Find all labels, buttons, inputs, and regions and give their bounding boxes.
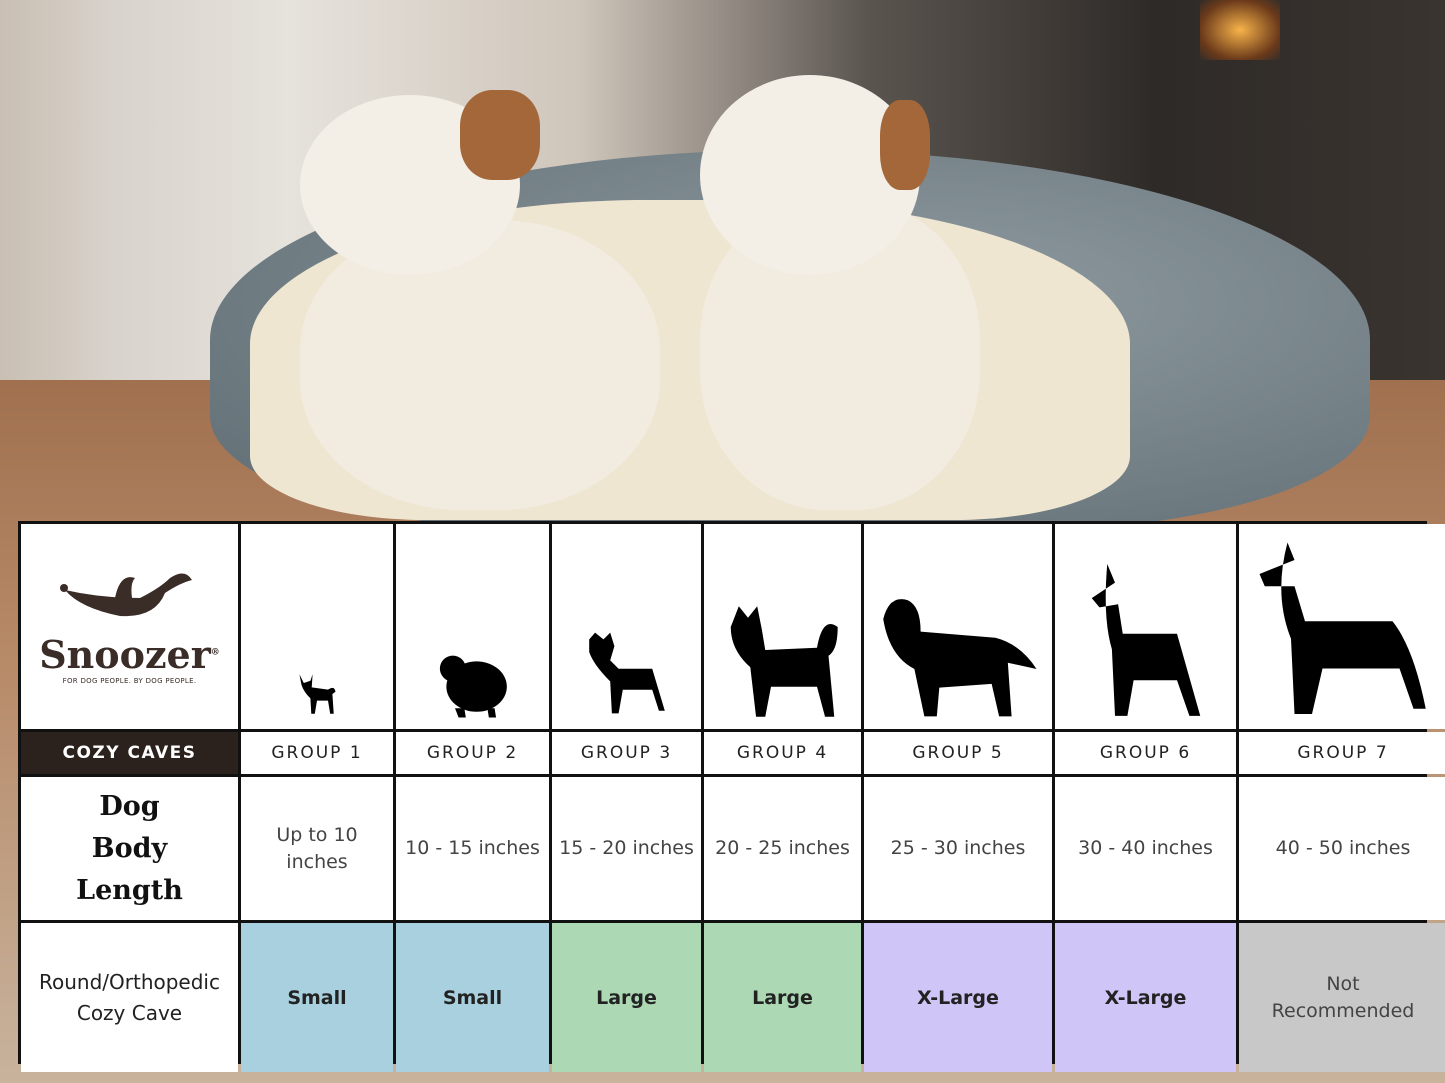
length-cell: 25 - 30 inches [864, 777, 1052, 920]
brand-tagline: FOR DOG PEOPLE. BY DOG PEOPLE. [62, 677, 197, 685]
size-label: X-Large [1104, 986, 1187, 1009]
pomeranian-icon [439, 655, 507, 718]
doberman-icon [1091, 564, 1200, 716]
size-cell: Not Recommended [1239, 923, 1445, 1072]
group-6-dog [1055, 524, 1236, 729]
size-cell: Large [552, 923, 701, 1072]
snoozer-logo: Snoozer® FOR DOG PEOPLE. BY DOG PEOPLE. [21, 524, 238, 729]
group-2-dog [396, 524, 549, 729]
dog-right-ear [880, 100, 930, 190]
size-cell: Small [241, 923, 393, 1072]
length-cell: 30 - 40 inches [1055, 777, 1236, 920]
brand-name: Snoozer [39, 632, 211, 677]
group-4-dog [704, 524, 861, 729]
length-row-header: Dog Body Length [21, 777, 238, 920]
group-label: GROUP 5 [864, 732, 1052, 774]
group-label: GROUP 7 [1239, 732, 1445, 774]
size-cell: X-Large [864, 923, 1052, 1072]
length-cell: 15 - 20 inches [552, 777, 701, 920]
dog-left [300, 220, 660, 510]
group-label: GROUP 4 [704, 732, 861, 774]
registered-mark: ® [210, 647, 220, 658]
size-label: Large [752, 986, 813, 1009]
golden-retriever-icon [883, 599, 1037, 717]
size-label: Not Recommended [1271, 972, 1415, 1022]
group-7-dog [1239, 524, 1445, 729]
size-label: Large [596, 986, 657, 1009]
group-label: GROUP 2 [396, 732, 549, 774]
group-3-dog [552, 524, 701, 729]
size-label: X-Large [917, 986, 999, 1009]
size-cell: X-Large [1055, 923, 1236, 1072]
group-label: GROUP 6 [1055, 732, 1236, 774]
husky-icon [730, 606, 838, 717]
group-label: GROUP 1 [241, 732, 393, 774]
length-cell: 20 - 25 inches [704, 777, 861, 920]
length-cell: Up to 10 inches [241, 777, 393, 920]
size-row-header: Round/Orthopedic Cozy Cave [21, 923, 238, 1072]
group-1-dog [241, 524, 393, 729]
length-cell: 10 - 15 inches [396, 777, 549, 920]
size-cell: Large [704, 923, 861, 1072]
product-label: COZY CAVES [21, 732, 238, 774]
group-label: GROUP 3 [552, 732, 701, 774]
size-label: Small [287, 986, 347, 1009]
group-5-dog [864, 524, 1052, 729]
length-cell: 40 - 50 inches [1239, 777, 1445, 920]
boston-terrier-icon [588, 632, 665, 714]
dog-logo-icon [59, 573, 192, 617]
size-cell: Small [396, 923, 549, 1072]
chihuahua-icon [299, 674, 336, 714]
great-dane-icon [1259, 542, 1426, 714]
dog-left-ear [460, 90, 540, 180]
fireplace [1200, 0, 1280, 60]
size-chart: Snoozer® FOR DOG PEOPLE. BY DOG PEOPLE. … [18, 521, 1445, 1072]
size-label: Small [442, 986, 503, 1009]
